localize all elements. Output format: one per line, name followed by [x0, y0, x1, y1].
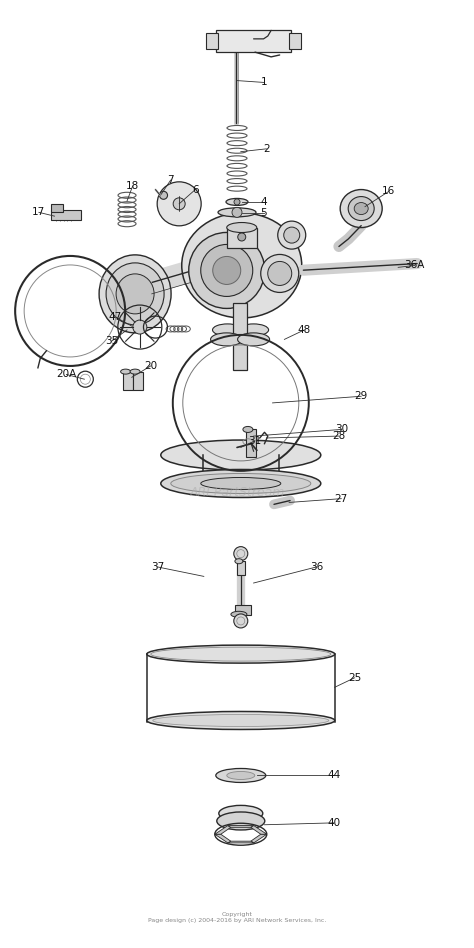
Bar	[51, 210, 81, 221]
Ellipse shape	[120, 369, 131, 374]
Polygon shape	[215, 826, 231, 834]
Ellipse shape	[227, 223, 257, 232]
Ellipse shape	[284, 228, 300, 243]
Text: 37: 37	[151, 562, 164, 572]
Text: 20: 20	[144, 361, 157, 371]
Text: 47: 47	[108, 312, 121, 321]
Polygon shape	[251, 834, 267, 843]
Circle shape	[251, 35, 259, 43]
Bar	[123, 372, 133, 390]
Ellipse shape	[227, 772, 255, 779]
Ellipse shape	[231, 611, 247, 617]
Ellipse shape	[238, 324, 269, 336]
Ellipse shape	[161, 469, 321, 498]
Text: 25: 25	[348, 673, 361, 683]
Ellipse shape	[99, 255, 171, 333]
Text: 4: 4	[260, 197, 267, 207]
Ellipse shape	[354, 203, 368, 214]
Ellipse shape	[171, 473, 311, 494]
Ellipse shape	[130, 369, 140, 374]
Ellipse shape	[212, 324, 243, 336]
Text: ARI PartStream: ARI PartStream	[189, 486, 285, 500]
Text: 30: 30	[335, 425, 348, 434]
Text: 16: 16	[382, 187, 395, 196]
Ellipse shape	[261, 254, 299, 292]
Circle shape	[238, 233, 246, 241]
Ellipse shape	[151, 647, 331, 661]
Text: 31: 31	[248, 436, 262, 446]
Ellipse shape	[348, 196, 374, 221]
Text: 1: 1	[261, 78, 268, 87]
Text: 36: 36	[310, 562, 323, 572]
Text: 20A: 20A	[56, 370, 76, 379]
Ellipse shape	[147, 646, 335, 663]
Ellipse shape	[218, 208, 256, 217]
Ellipse shape	[235, 558, 243, 564]
Text: 35: 35	[105, 337, 118, 346]
Circle shape	[157, 182, 201, 226]
Text: 5: 5	[260, 209, 267, 218]
Circle shape	[201, 245, 253, 297]
Circle shape	[160, 191, 167, 199]
Polygon shape	[228, 826, 254, 828]
Ellipse shape	[161, 440, 321, 470]
Bar	[235, 605, 251, 615]
Text: 7: 7	[167, 175, 174, 185]
Text: 28: 28	[332, 431, 346, 441]
Text: 17: 17	[32, 208, 46, 217]
Ellipse shape	[219, 806, 263, 821]
Text: 36A: 36A	[405, 261, 425, 270]
Text: 40: 40	[327, 818, 340, 828]
Ellipse shape	[340, 190, 382, 228]
Bar	[227, 228, 257, 247]
Text: 27: 27	[335, 494, 348, 503]
Polygon shape	[251, 826, 267, 834]
Bar	[51, 204, 63, 211]
Bar	[233, 303, 247, 370]
Ellipse shape	[153, 715, 329, 726]
Circle shape	[173, 198, 185, 210]
Circle shape	[234, 547, 248, 560]
Circle shape	[189, 232, 265, 308]
Circle shape	[213, 257, 241, 284]
Ellipse shape	[116, 274, 154, 314]
Ellipse shape	[106, 263, 164, 325]
Ellipse shape	[268, 262, 292, 285]
Text: 29: 29	[355, 392, 368, 401]
Ellipse shape	[217, 812, 265, 830]
Circle shape	[133, 320, 147, 334]
Text: 44: 44	[327, 771, 340, 780]
Ellipse shape	[182, 213, 302, 318]
Text: 18: 18	[126, 181, 139, 191]
Bar	[237, 561, 245, 575]
Text: 2: 2	[263, 144, 270, 154]
Polygon shape	[215, 834, 231, 843]
Circle shape	[234, 199, 240, 205]
Circle shape	[215, 35, 223, 43]
Bar	[216, 30, 291, 52]
Ellipse shape	[201, 478, 281, 489]
Bar	[246, 429, 255, 458]
Circle shape	[234, 614, 248, 628]
Ellipse shape	[147, 712, 335, 729]
Text: 6: 6	[192, 185, 199, 194]
Ellipse shape	[216, 769, 266, 782]
Ellipse shape	[237, 333, 270, 346]
Ellipse shape	[243, 427, 253, 432]
Circle shape	[232, 208, 242, 217]
Text: Copyright
Page design (c) 2004-2016 by ARI Network Services, Inc.: Copyright Page design (c) 2004-2016 by A…	[148, 912, 326, 923]
Ellipse shape	[210, 333, 243, 346]
Bar	[289, 33, 301, 49]
Polygon shape	[228, 841, 254, 843]
Ellipse shape	[226, 198, 248, 206]
Text: 48: 48	[298, 325, 311, 335]
Bar	[206, 33, 218, 49]
Bar	[133, 372, 143, 390]
Ellipse shape	[278, 221, 306, 249]
